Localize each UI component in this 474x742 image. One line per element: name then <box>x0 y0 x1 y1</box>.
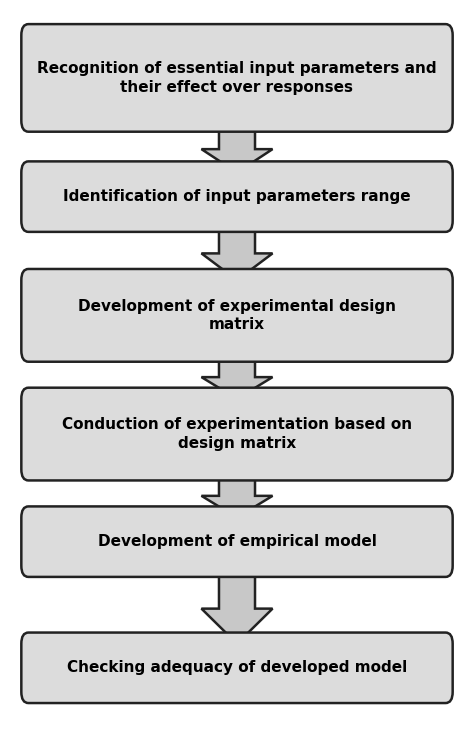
Text: Conduction of experimentation based on
design matrix: Conduction of experimentation based on d… <box>62 417 412 451</box>
Text: Identification of input parameters range: Identification of input parameters range <box>63 189 411 204</box>
Polygon shape <box>201 120 273 172</box>
Text: Development of empirical model: Development of empirical model <box>98 534 376 549</box>
FancyBboxPatch shape <box>21 161 453 232</box>
Text: Checking adequacy of developed model: Checking adequacy of developed model <box>67 660 407 675</box>
Polygon shape <box>201 565 273 643</box>
Polygon shape <box>201 469 273 518</box>
Text: Development of experimental design
matrix: Development of experimental design matri… <box>78 298 396 332</box>
FancyBboxPatch shape <box>21 387 453 481</box>
FancyBboxPatch shape <box>21 506 453 577</box>
FancyBboxPatch shape <box>21 632 453 703</box>
Text: Recognition of essential input parameters and
their effect over responses: Recognition of essential input parameter… <box>37 61 437 95</box>
FancyBboxPatch shape <box>21 269 453 362</box>
Polygon shape <box>201 221 273 280</box>
Polygon shape <box>201 351 273 399</box>
FancyBboxPatch shape <box>21 24 453 132</box>
